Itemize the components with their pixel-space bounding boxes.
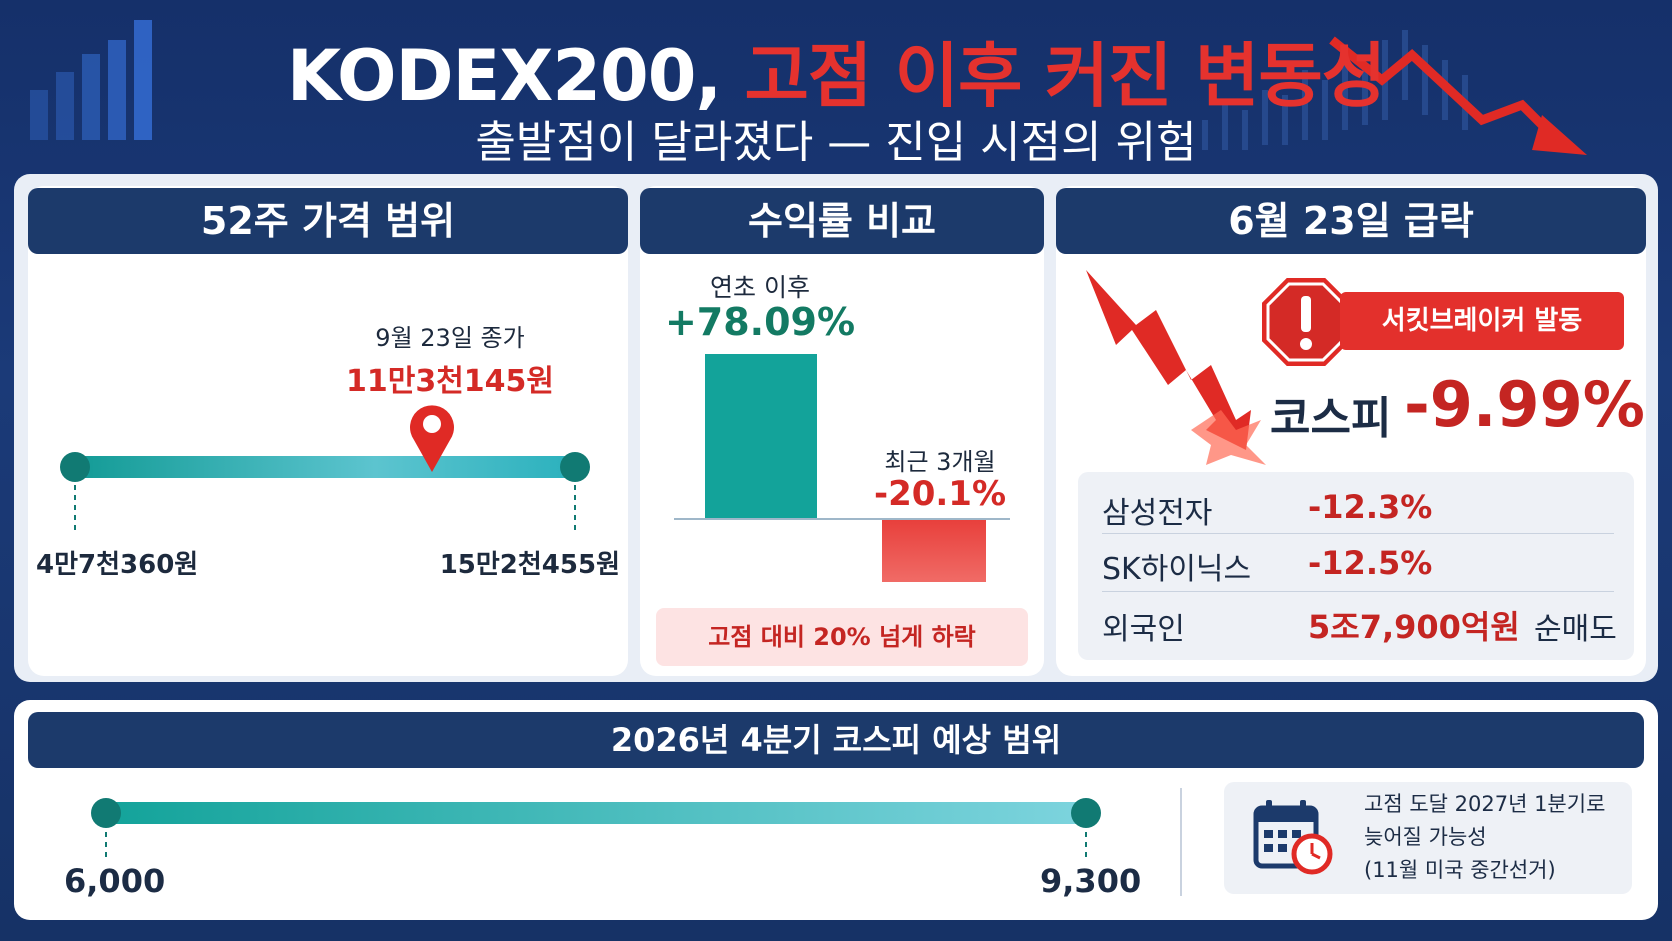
title-accent: 고점 이후 커진 변동성	[744, 35, 1386, 117]
bar-chart-decoration-icon	[30, 20, 152, 140]
marker-value: 11만3천145원	[345, 364, 555, 399]
page-title: KODEX200, 고점 이후 커진 변동성	[0, 20, 1672, 121]
title-main: KODEX200,	[286, 35, 722, 117]
ytd-value: +78.09%	[664, 300, 856, 344]
forecast-range-bar	[91, 798, 1101, 858]
row-divider	[1102, 591, 1614, 592]
forecast-low: 6,000	[64, 862, 166, 900]
recent-label: 최근 3개월	[884, 448, 996, 476]
kospi-value: -9.99%	[1404, 368, 1645, 441]
ytd-label: 연초 이후	[710, 273, 810, 302]
warning-octagon-icon	[1258, 274, 1354, 370]
range52-bar	[60, 405, 590, 535]
forecast-note-line: 늦어질 가능성	[1364, 825, 1487, 849]
baseline	[674, 518, 1010, 520]
range52-low: 4만7천360원	[36, 550, 199, 580]
recent-value: -20.1%	[873, 474, 1007, 514]
forecast-note-line: (11월 미국 중간선거)	[1364, 858, 1556, 882]
returns-heading: 수익률 비교	[640, 188, 1044, 254]
ytd-bar	[705, 354, 817, 518]
row-name: SK하이닉스	[1102, 552, 1252, 587]
range52-heading: 52주 가격 범위	[28, 188, 628, 254]
recent-bar	[882, 520, 986, 582]
returns-note: 고점 대비 20% 넘게 하락	[656, 608, 1028, 666]
marker-caption: 9월 23일 종가	[375, 324, 525, 352]
row-value: 5조7,900억원	[1308, 608, 1520, 646]
page-subtitle: 출발점이 달라졌다 — 진입 시점의 위험	[475, 117, 1197, 168]
forecast-high: 9,300	[1040, 862, 1142, 900]
range52-card	[28, 186, 628, 676]
returns-card	[640, 186, 1044, 676]
row-divider	[1102, 533, 1614, 534]
crash-heading: 6월 23일 급락	[1056, 188, 1646, 254]
calendar-clock-icon	[1253, 800, 1333, 875]
forecast-note-line: 고점 도달 2027년 1분기로	[1364, 792, 1606, 816]
row-suffix: 순매도	[1534, 612, 1617, 647]
row-name: 외국인	[1102, 612, 1185, 647]
crash-table	[1078, 472, 1634, 660]
kospi-label: 코스피	[1270, 393, 1392, 444]
row-value: -12.5%	[1308, 544, 1433, 582]
falling-candles-decoration-icon	[1202, 30, 1587, 155]
forecast-note: 고점 도달 2027년 1분기로 늦어질 가능성 (11월 미국 중간선거)	[1364, 788, 1634, 887]
row-value: -12.3%	[1308, 488, 1433, 526]
row-name: 삼성전자	[1102, 496, 1213, 531]
lightning-arrow-icon	[1086, 270, 1266, 465]
location-pin-icon	[410, 405, 454, 472]
forecast-heading: 2026년 4분기 코스피 예상 범위	[28, 712, 1644, 768]
divider	[1180, 788, 1182, 896]
circuit-breaker-badge: 서킷브레이커 발동	[1340, 292, 1624, 350]
range52-high: 15만2천455원	[439, 550, 620, 580]
